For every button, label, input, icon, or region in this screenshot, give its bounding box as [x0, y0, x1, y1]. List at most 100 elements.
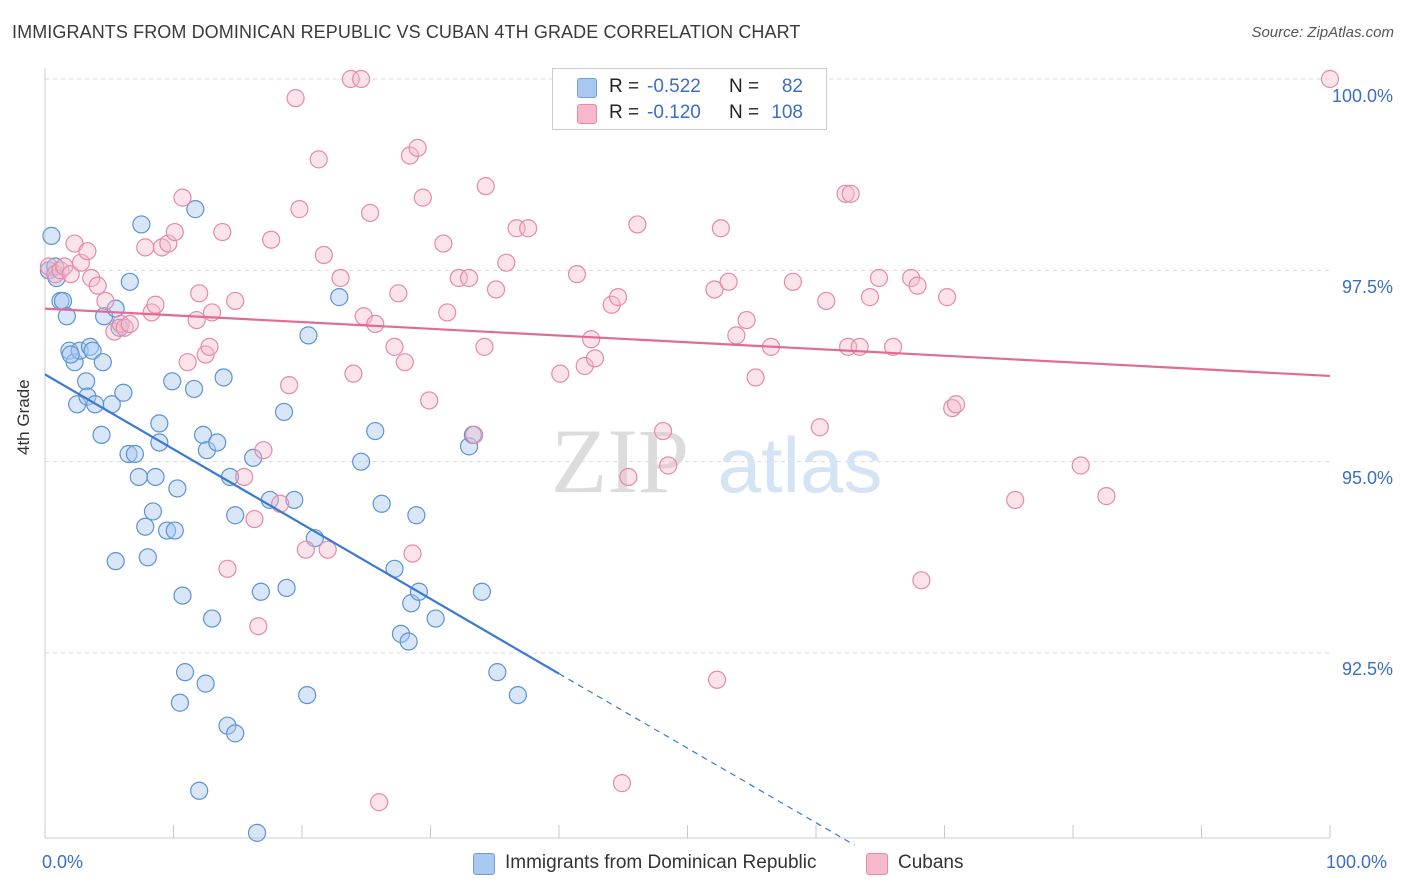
point-dominican-63	[299, 326, 318, 345]
point-cuban-4	[61, 265, 80, 284]
point-cuban-26	[200, 337, 219, 356]
point-cuban-97	[850, 337, 869, 356]
y-tick-label-92-5: 92.5%	[1341, 659, 1393, 679]
chart-source: Source: ZipAtlas.com	[1251, 24, 1394, 41]
point-dominican-38	[173, 586, 192, 605]
point-dominican-64	[330, 288, 349, 307]
point-cuban-56	[403, 544, 422, 563]
legend-label-dominican: Immigrants from Dominican Republic	[505, 852, 817, 873]
point-cuban-44	[331, 268, 350, 288]
legend-item-dominican[interactable]: Immigrants from Dominican Republic	[473, 850, 853, 878]
point-cuban-86	[719, 272, 738, 291]
point-cuban-75	[585, 349, 605, 368]
point-cuban-109	[1097, 487, 1116, 506]
point-dominican-41	[186, 200, 205, 219]
trendline-dominican	[44, 373, 560, 675]
point-cuban-108	[1071, 456, 1090, 475]
point-dominican-54	[244, 448, 263, 467]
point-cuban-14	[120, 314, 139, 334]
point-cuban-17	[146, 295, 165, 314]
point-dominican-81	[61, 345, 80, 364]
point-cuban-51	[370, 793, 389, 812]
point-cuban-71	[551, 364, 570, 383]
point-dominican-67	[372, 494, 391, 513]
point-dominican-65	[352, 452, 371, 471]
legend-swatch-blue	[473, 853, 495, 875]
point-cuban-39	[290, 200, 309, 219]
trendline-cubans	[44, 307, 1331, 378]
point-dominican-72	[407, 506, 426, 525]
point-cuban-65	[475, 337, 494, 356]
point-cuban-47	[352, 69, 371, 89]
point-cuban-54	[395, 353, 414, 372]
point-cuban-35	[262, 230, 281, 249]
point-dominican-77	[472, 582, 491, 601]
y-tick-label-95: 95.0%	[1341, 468, 1393, 488]
point-cuban-19	[159, 234, 178, 253]
point-cuban-64	[465, 425, 484, 444]
x-tick-label-100: 100.0%	[1326, 852, 1388, 872]
point-cuban-50	[366, 314, 385, 334]
trendline-dominican-extension	[558, 673, 855, 846]
point-dominican-21	[114, 383, 133, 402]
point-cuban-72	[567, 265, 587, 284]
point-cuban-20	[165, 222, 184, 242]
point-dominican-46	[197, 441, 217, 460]
point-cuban-29	[218, 559, 237, 578]
point-dominican-59	[274, 402, 294, 422]
point-dominican-56	[251, 582, 270, 601]
point-cuban-45	[341, 69, 360, 89]
points-layer	[39, 69, 1340, 842]
point-cuban-9	[88, 276, 107, 295]
point-dominican-17	[93, 353, 112, 372]
point-dominican-40	[170, 693, 190, 712]
point-cuban-80	[628, 215, 647, 234]
point-dominican-9	[70, 341, 89, 360]
point-cuban-37	[280, 376, 299, 395]
point-cuban-68	[497, 253, 516, 272]
point-cuban-22	[178, 353, 197, 372]
point-cuban-55	[400, 146, 420, 165]
point-dominican-1	[42, 226, 61, 245]
point-cuban-79	[619, 467, 638, 487]
stats-legend-row-pink: R = -0.120 N = 108	[553, 102, 826, 126]
point-cuban-46	[344, 364, 363, 383]
point-dominican-47	[202, 609, 222, 628]
point-cuban-53	[389, 284, 408, 303]
point-dominican-39	[175, 663, 195, 682]
point-cuban-107	[1006, 490, 1025, 510]
point-dominican-44	[193, 425, 213, 444]
point-cuban-43	[318, 540, 337, 559]
point-cuban-52	[385, 337, 404, 356]
stats-swatch-pink	[577, 104, 597, 124]
r-value: -0.522	[647, 76, 701, 97]
point-dominican-66	[366, 421, 385, 441]
point-dominican-23	[106, 552, 125, 571]
legend-item-cubans[interactable]: Cubans	[866, 850, 986, 878]
point-cuban-103	[912, 571, 931, 590]
point-cuban-32	[245, 509, 264, 529]
r-label: R =	[609, 76, 640, 97]
point-cuban-87	[727, 326, 746, 345]
point-dominican-43	[190, 781, 209, 800]
point-cuban-41	[309, 150, 328, 169]
point-dominican-37	[168, 479, 187, 498]
point-dominican-30	[143, 502, 163, 521]
r-label: R =	[609, 102, 640, 123]
point-cuban-59	[420, 391, 439, 410]
point-dominican-75	[459, 437, 479, 456]
point-cuban-36	[271, 494, 290, 513]
n-value: 82	[781, 76, 803, 97]
legend-swatch-pink	[866, 853, 888, 875]
point-dominican-61	[298, 685, 317, 705]
point-dominican-50	[218, 716, 237, 735]
point-cuban-78	[612, 774, 632, 793]
point-cuban-57	[408, 138, 427, 157]
point-dominican-49	[214, 368, 233, 387]
point-cuban-70	[519, 219, 538, 238]
point-dominican-60	[285, 490, 304, 510]
point-dominican-48	[208, 433, 227, 452]
stats-legend: R = -0.522 N = 82 R = -0.120 N = 108	[552, 68, 827, 130]
point-dominican-42	[184, 379, 204, 399]
point-cuban-28	[213, 222, 232, 242]
